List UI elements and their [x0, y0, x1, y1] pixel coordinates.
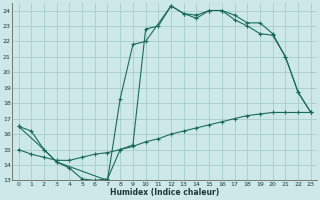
- X-axis label: Humidex (Indice chaleur): Humidex (Indice chaleur): [110, 188, 219, 197]
